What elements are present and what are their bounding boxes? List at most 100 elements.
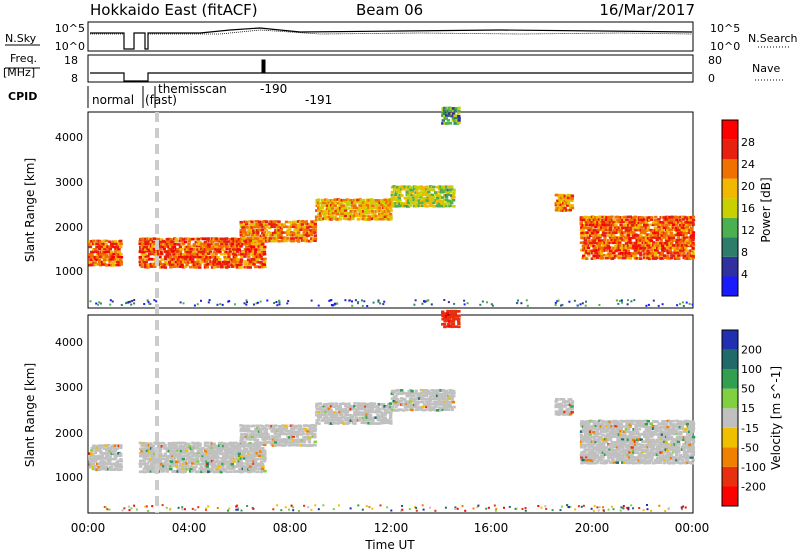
velocity-cell: [592, 432, 597, 436]
velocity-cell: [335, 419, 339, 422]
power-cell: [453, 302, 456, 305]
power-cell: [421, 204, 425, 208]
power-cell: [443, 190, 447, 194]
power-cell: [587, 249, 591, 253]
velocity-cell: [255, 454, 260, 457]
power-cell: [230, 258, 234, 261]
power-cell: [108, 240, 112, 244]
velocity-cell: [259, 432, 263, 436]
power-cell: [243, 228, 247, 232]
velocity-cell: [662, 430, 667, 433]
velocity-cell: [615, 443, 620, 447]
power-cell: [628, 224, 633, 227]
power-cell: [631, 225, 636, 229]
power-cell: [320, 218, 324, 221]
power-cell: [689, 226, 694, 230]
velocity-cell: [113, 447, 118, 450]
power-cell: [684, 249, 689, 252]
velocity-cell: [444, 315, 448, 318]
velocity-cell: [581, 443, 586, 447]
velocity-scatter: [88, 309, 696, 512]
power-cell: [559, 196, 564, 200]
power-cell: [389, 215, 393, 218]
power-cell: [142, 260, 146, 264]
power-cell: [570, 194, 575, 198]
power-cell: [678, 219, 683, 222]
velocity-cell: [219, 441, 223, 445]
power-cell: [264, 233, 269, 237]
power-cell: [608, 218, 613, 221]
power-cell: [664, 241, 668, 245]
power-cell: [228, 252, 233, 256]
power-cell: [403, 196, 407, 200]
power-cell: [293, 223, 297, 226]
velocity-cell: [446, 408, 450, 411]
power-cell: [626, 229, 630, 232]
power-cell: [639, 234, 643, 237]
power-cell: [99, 302, 102, 305]
velocity-cell: [416, 408, 420, 411]
power-cell: [181, 257, 186, 261]
velocity-cell: [243, 449, 247, 453]
power-cell: [607, 226, 611, 230]
velocity-cell: [351, 418, 355, 422]
velocity-cell: [599, 427, 603, 431]
power-cell: [88, 261, 92, 264]
power-cell: [592, 236, 596, 239]
velocity-cell: [170, 452, 175, 456]
velocity-cell: [280, 432, 285, 436]
velocity-cell: [158, 447, 162, 451]
power-cell: [126, 301, 129, 304]
power-cell: [318, 209, 323, 212]
velocity-cell: [369, 405, 373, 408]
power-cell: [331, 202, 335, 205]
power-cell: [444, 190, 449, 194]
velocity-cell: [363, 415, 368, 419]
velocity-cell: [660, 430, 664, 434]
power-cell: [625, 218, 629, 222]
power-cell: [158, 245, 162, 248]
velocity-cell: [91, 463, 96, 466]
power-cell: [356, 218, 360, 221]
velocity-cell: [414, 408, 418, 412]
velocity-cell: [580, 437, 584, 441]
velocity-cell: [320, 410, 324, 414]
velocity-cell: [255, 443, 259, 447]
velocity-cell: [437, 392, 442, 396]
velocity-cell: [365, 405, 370, 409]
velocity-cell: [259, 430, 263, 433]
velocity-cell: [92, 444, 96, 448]
velocity-cell: [302, 427, 306, 431]
power-cell: [158, 247, 162, 251]
velocity-cell: [149, 462, 154, 466]
power-cell: [250, 237, 254, 240]
velocity-cell: [277, 433, 281, 436]
velocity-cell: [628, 456, 632, 459]
power-cell: [143, 263, 148, 267]
power-cell: [606, 234, 611, 237]
velocity-cell: [630, 458, 634, 462]
velocity-cell: [228, 449, 232, 453]
power-cell: [455, 107, 459, 110]
power-cell: [389, 201, 393, 204]
power-cell: [362, 198, 366, 202]
power-cell: [331, 204, 335, 208]
velocity-cell: [356, 407, 361, 411]
power-cell: [388, 203, 393, 207]
power-cell: [282, 236, 287, 239]
power-cell: [441, 119, 445, 122]
power-cell: [273, 302, 276, 304]
velocity-cell: [248, 465, 252, 469]
velocity-cell: [641, 432, 645, 436]
velocity-cell: [623, 435, 627, 438]
velocity-cell: [260, 435, 265, 438]
velocity-cell: [198, 454, 202, 458]
power-cell: [570, 199, 574, 202]
power-cell: [688, 218, 692, 222]
power-cell: [682, 305, 685, 307]
velocity-cell: [385, 411, 389, 414]
velocity-cell: [655, 458, 659, 462]
velocity-cell: [207, 449, 211, 453]
velocity-cell: [581, 428, 585, 431]
power-cell: [133, 302, 136, 305]
